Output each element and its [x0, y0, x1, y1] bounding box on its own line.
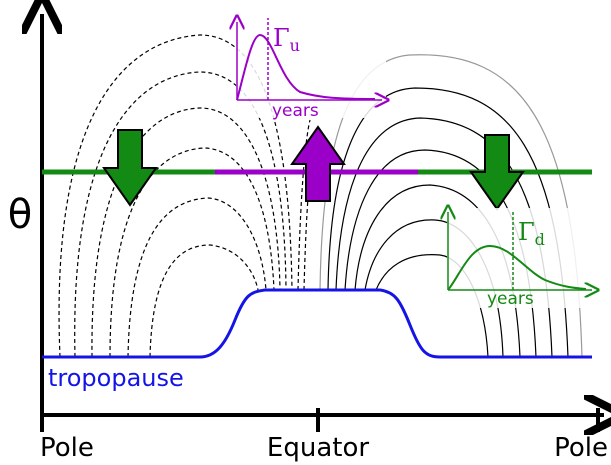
downward-arrow	[471, 135, 523, 209]
inset-x-label: years	[487, 289, 534, 309]
inset-downwelling: Γd years	[447, 208, 597, 309]
y-axis-label: θ	[8, 192, 32, 238]
inset-x-label: years	[272, 101, 319, 121]
diagram: tropopause Γu years Γd years θ Pole Equa…	[0, 0, 611, 465]
inset-upwelling: Γu years	[236, 18, 386, 121]
x-label: Pole	[554, 433, 608, 463]
x-label: Pole	[40, 433, 94, 463]
x-label: Equator	[267, 433, 369, 463]
tropopause-label: tropopause	[48, 364, 184, 392]
